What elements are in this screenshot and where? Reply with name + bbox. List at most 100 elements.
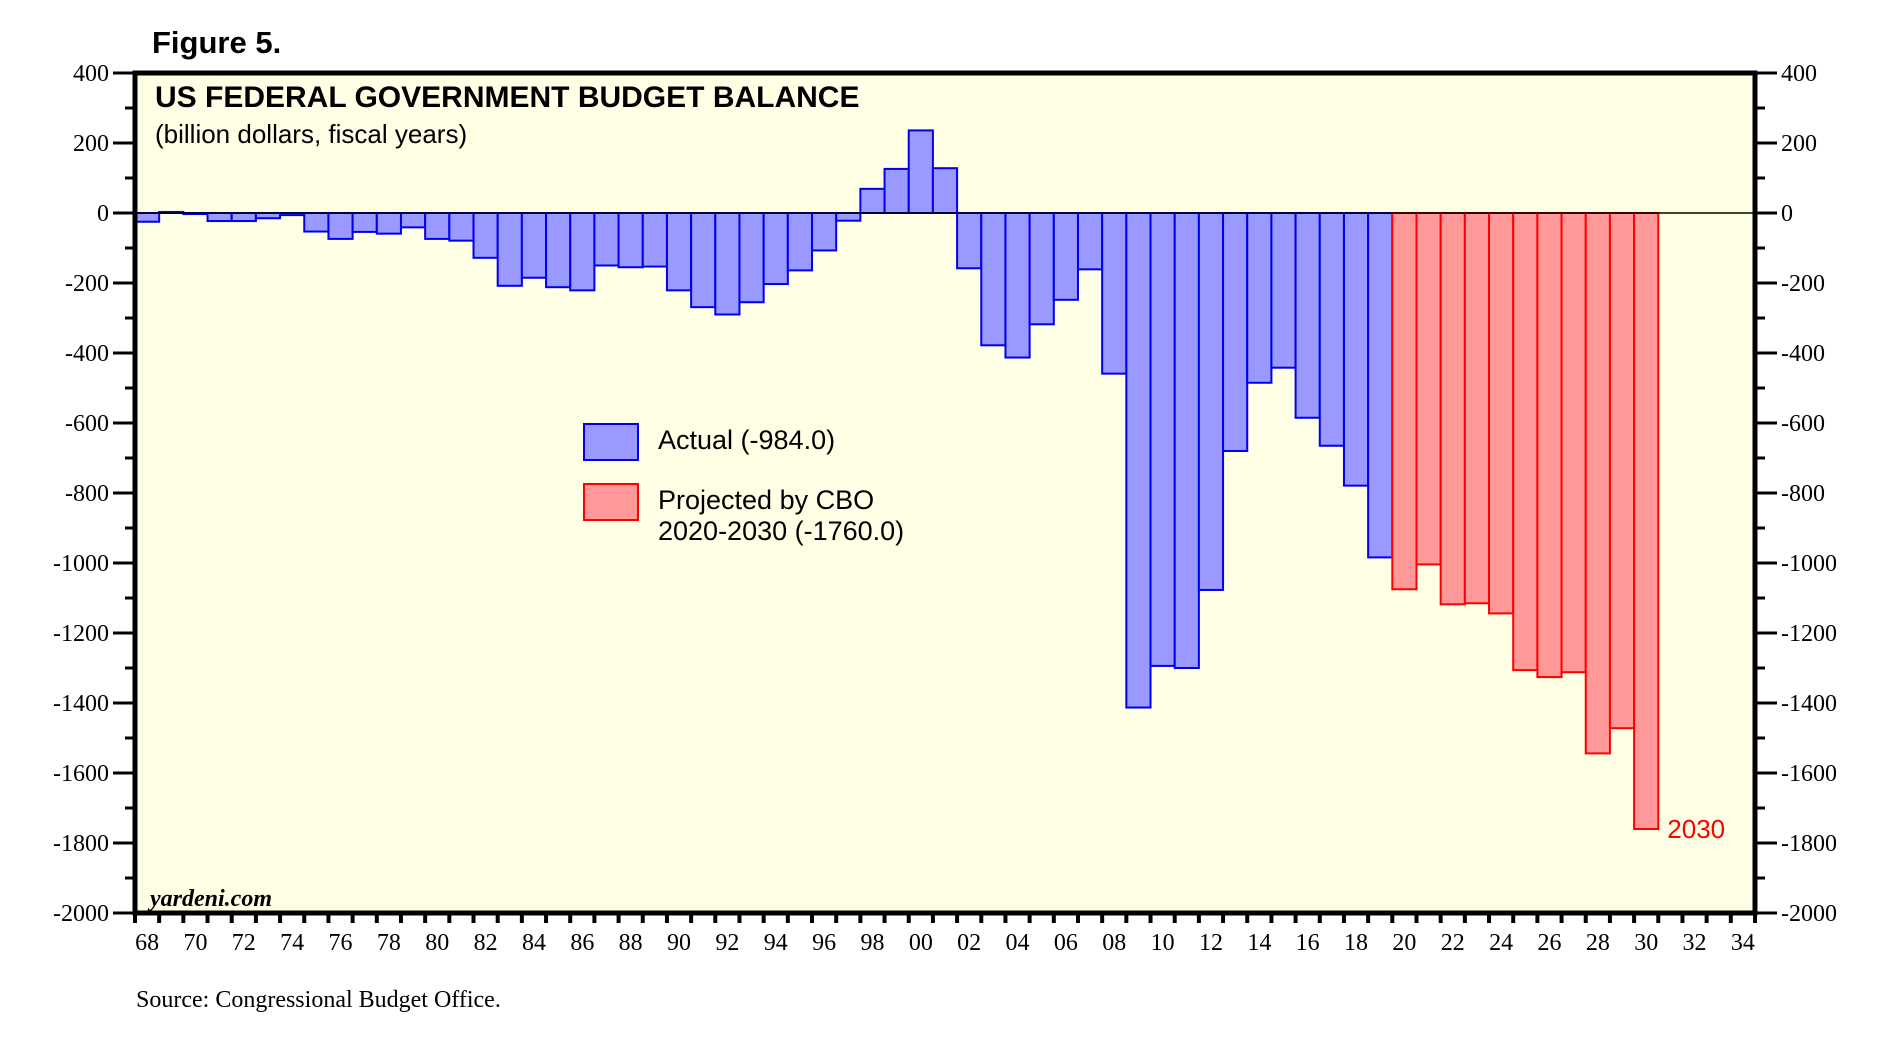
- bar-projected-2024: [1488, 212, 1515, 615]
- bar-projected-2021: [1415, 212, 1442, 566]
- x-tick-label: 76: [329, 930, 353, 956]
- x-tick-label: 70: [183, 930, 207, 956]
- bar-actual-1972: [230, 212, 257, 223]
- bar-actual-2008: [1101, 212, 1128, 375]
- bar-actual-2014: [1246, 212, 1273, 384]
- x-tick-label: 82: [474, 930, 498, 956]
- x-axis: 68 70 72 74 76 78 80 82 84 86 88 90 92 94 96 98 00 02 04 06…: [133, 913, 1757, 956]
- x-tick-label: 98: [860, 930, 884, 956]
- bar-actual-1978: [375, 212, 402, 235]
- y-tick-label-right: -600: [1781, 411, 1825, 437]
- y-tick-label-right: -200: [1781, 271, 1825, 297]
- legend-swatch-projected: [583, 483, 639, 521]
- bar-actual-1973: [254, 212, 282, 220]
- x-tick-label: 80: [425, 930, 449, 956]
- y-tick-label-left: -1200: [53, 621, 109, 647]
- bar-actual-1985: [545, 212, 572, 289]
- bar-actual-2002: [956, 212, 983, 270]
- figure-label: Figure 5.: [152, 25, 281, 60]
- legend-label-actual: Actual (-984.0): [658, 425, 835, 455]
- bar-actual-1981: [448, 212, 475, 242]
- bar-actual-2018: [1342, 212, 1370, 487]
- bar-actual-1993: [738, 212, 765, 304]
- x-tick-label: 20: [1392, 930, 1416, 956]
- y-tick-label-left: -800: [65, 481, 109, 507]
- bar-actual-2006: [1052, 212, 1079, 301]
- x-tick-label: 34: [1731, 930, 1755, 956]
- y-tick-label-right: -1600: [1781, 761, 1837, 787]
- chart-subtitle: (billion dollars, fiscal years): [155, 119, 467, 149]
- y-tick-label-left: 400: [73, 61, 109, 87]
- bar-actual-1979: [399, 212, 427, 229]
- y-tick-label-left: -1000: [53, 551, 109, 577]
- x-tick-label: 32: [1683, 930, 1707, 956]
- x-tick-label: 16: [1296, 930, 1320, 956]
- bar-actual-1988: [617, 212, 644, 269]
- bar-actual-2016: [1294, 212, 1321, 419]
- source-note: Source: Congressional Budget Office.: [136, 987, 501, 1013]
- y-tick-label-right: -1200: [1781, 621, 1837, 647]
- bar-actual-1995: [786, 212, 814, 272]
- bar-actual-2010: [1149, 212, 1176, 667]
- x-tick-label: 88: [619, 930, 643, 956]
- bar-actual-1999: [883, 167, 910, 214]
- x-tick-label: 26: [1537, 930, 1561, 956]
- bar-actual-2017: [1318, 212, 1345, 447]
- bar-actual-2009: [1125, 212, 1152, 709]
- bar-actual-2007: [1076, 212, 1104, 271]
- bar-actual-2013: [1222, 212, 1249, 452]
- bar-actual-1991: [690, 212, 717, 309]
- bar-actual-2000: [907, 129, 934, 214]
- bar-actual-2011: [1173, 212, 1200, 669]
- bar-actual-1994: [762, 212, 789, 286]
- bar-actual-2015: [1270, 212, 1297, 369]
- x-tick-label: 30: [1634, 930, 1658, 956]
- bar-projected-2023: [1463, 212, 1491, 605]
- bars-group: [134, 129, 1660, 830]
- bar-projected-2020: [1391, 212, 1418, 591]
- bar-actual-2001: [931, 167, 959, 214]
- x-tick-label: 02: [957, 930, 981, 956]
- y-tick-label-left: -1800: [53, 831, 109, 857]
- bar-projected-2030: [1633, 212, 1660, 830]
- y-tick-label-right: 0: [1781, 201, 1793, 227]
- y-tick-label-left: -1400: [53, 691, 109, 717]
- x-tick-label: 08: [1102, 930, 1126, 956]
- bar-projected-2028: [1584, 212, 1611, 755]
- bar-actual-2004: [1004, 212, 1031, 359]
- x-tick-label: 90: [667, 930, 691, 956]
- bar-actual-1987: [593, 212, 620, 267]
- x-tick-label: 18: [1344, 930, 1368, 956]
- x-tick-label: 74: [280, 930, 304, 956]
- y-tick-label-right: -400: [1781, 341, 1825, 367]
- bar-actual-1998: [859, 187, 886, 215]
- x-tick-label: 06: [1054, 930, 1078, 956]
- y-tick-label-right: -1800: [1781, 831, 1837, 857]
- y-tick-label-right: -800: [1781, 481, 1825, 507]
- y-axis-right: 400 200 0 -200 -400 -600 -800 -1000 -1200 -1400 -1…: [1755, 61, 1837, 927]
- bar-actual-1968: [134, 212, 161, 223]
- bar-actual-1992: [714, 212, 741, 316]
- bar-actual-1990: [665, 212, 693, 292]
- legend-label-projected-line1: Projected by CBO: [658, 485, 874, 515]
- bar-actual-1971: [206, 212, 233, 223]
- bar-actual-2003: [980, 212, 1007, 347]
- legend: Actual (-984.0) Projected by CBO 2020-20…: [583, 423, 904, 546]
- x-tick-label: 92: [715, 930, 739, 956]
- bar-actual-1989: [641, 212, 668, 268]
- legend-swatch-actual: [583, 423, 639, 461]
- y-tick-label-left: 200: [73, 131, 109, 157]
- x-tick-label: 04: [1006, 930, 1030, 956]
- bar-actual-1975: [303, 212, 330, 233]
- x-tick-label: 72: [232, 930, 256, 956]
- bar-actual-1984: [520, 212, 548, 279]
- bar-actual-1983: [496, 212, 523, 287]
- legend-label-projected-line2: 2020-2030 (-1760.0): [658, 516, 904, 546]
- x-tick-label: 86: [570, 930, 594, 956]
- x-tick-label: 10: [1151, 930, 1175, 956]
- bar-actual-1980: [424, 212, 451, 240]
- x-tick-label: 78: [377, 930, 401, 956]
- bar-actual-1986: [569, 212, 596, 292]
- y-tick-label-right: -2000: [1781, 901, 1837, 927]
- annotation-2030: 2030: [1667, 814, 1725, 844]
